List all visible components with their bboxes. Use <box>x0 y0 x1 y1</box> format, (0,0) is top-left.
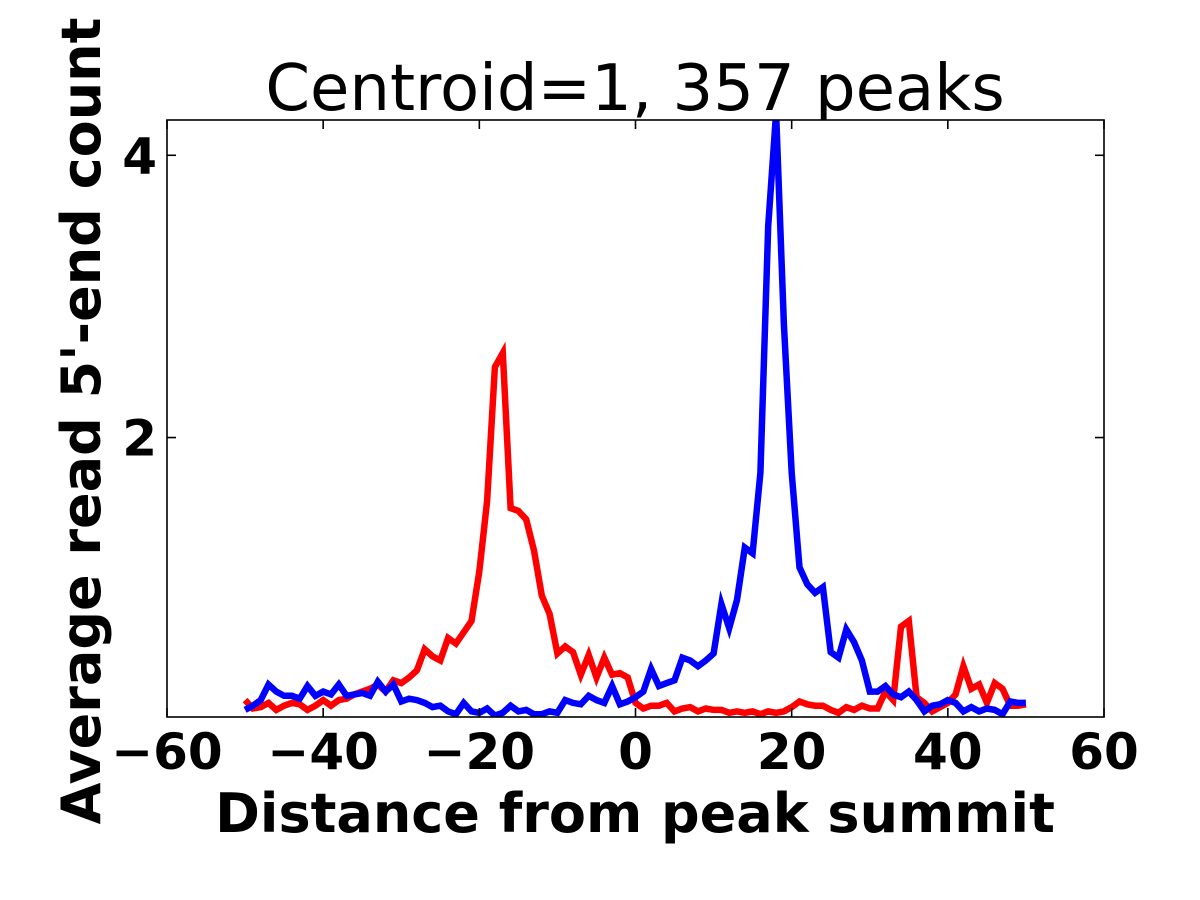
x-tick-label: 0 <box>618 723 653 781</box>
tick-layer: −60 −40 −20 0 20 40 60 2 4 <box>111 120 1139 781</box>
series-line-1 <box>243 120 1026 717</box>
x-tick-label: −40 <box>267 723 378 781</box>
y-axis-label: Average read 5'-end count <box>50 18 113 825</box>
x-tick-label: 60 <box>1069 723 1139 781</box>
x-tick-label: −60 <box>111 723 222 781</box>
y-tick-label: 2 <box>122 410 157 468</box>
x-tick-label: 20 <box>757 723 827 781</box>
chart-title: Centroid=1, 357 peaks <box>265 52 1004 126</box>
x-tick-label: −20 <box>424 723 535 781</box>
y-tick-label: 4 <box>122 127 157 185</box>
series-layer <box>242 120 1027 717</box>
x-axis-label: Distance from peak summit <box>215 782 1055 845</box>
plot-area-background <box>167 120 1104 717</box>
x-tick-label: 40 <box>913 723 983 781</box>
